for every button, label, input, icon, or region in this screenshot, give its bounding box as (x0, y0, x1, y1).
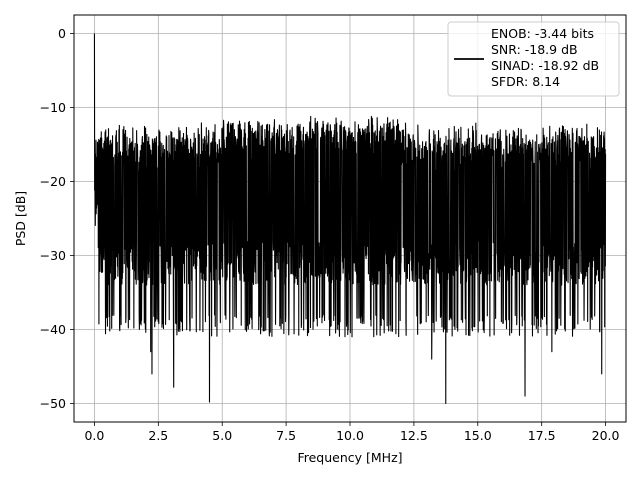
y-tick-label: −30 (40, 248, 66, 263)
x-tick-label: 7.5 (276, 428, 296, 443)
y-axis-label: PSD [dB] (13, 191, 28, 246)
y-tick-label: −20 (40, 174, 66, 189)
psd-series-line (93, 33, 607, 405)
y-axis-ticks: 0 −10 −20 −30 −40 −50 (40, 26, 74, 411)
x-tick-label: 2.5 (148, 428, 168, 443)
y-tick-label: 0 (58, 26, 66, 41)
legend-box (447, 21, 620, 97)
x-tick-label: 12.5 (400, 428, 428, 443)
y-tick-label: −50 (40, 396, 66, 411)
x-tick-label: 5.0 (212, 428, 232, 443)
x-axis-ticks: 0.0 2.5 5.0 7.5 10.0 12.5 15.0 17.5 20.0 (84, 422, 620, 443)
legend: ENOB: -3.44 bits SNR: -18.9 dB SINAD: -1… (447, 21, 620, 97)
plot-series (93, 33, 607, 405)
legend-sfdr: SFDR: 8.14 (491, 74, 560, 89)
x-axis-label: Frequency [MHz] (297, 450, 402, 465)
x-tick-label: 20.0 (592, 428, 620, 443)
legend-enob: ENOB: -3.44 bits (491, 26, 594, 41)
y-tick-label: −10 (40, 100, 66, 115)
legend-snr: SNR: -18.9 dB (491, 42, 578, 57)
x-tick-label: 17.5 (528, 428, 556, 443)
x-tick-label: 0.0 (84, 428, 104, 443)
legend-sinad: SINAD: -18.92 dB (491, 58, 599, 73)
x-tick-label: 15.0 (464, 428, 492, 443)
x-tick-label: 10.0 (336, 428, 364, 443)
y-tick-label: −40 (40, 322, 66, 337)
